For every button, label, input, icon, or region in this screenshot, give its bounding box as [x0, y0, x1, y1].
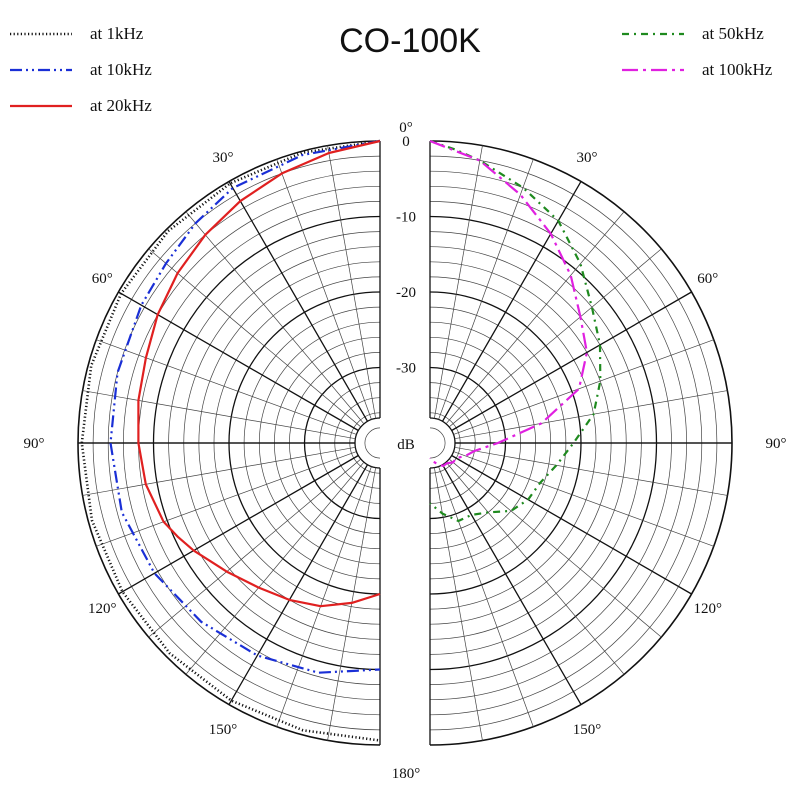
grid-spoke: [453, 339, 714, 435]
grid-spoke: [441, 464, 582, 705]
angle-tick-left: 120°: [88, 601, 117, 617]
legend-left-2-label: at 20kHz: [90, 96, 152, 115]
grid-spoke: [448, 458, 662, 638]
grid-spoke: [96, 451, 357, 547]
angle-tick-left: 30°: [213, 150, 234, 166]
grid-spoke: [148, 458, 362, 638]
grid-ring: [429, 427, 446, 459]
grid-spoke: [118, 454, 359, 595]
grid-spoke: [185, 211, 365, 425]
legend: at 1kHz at 10kHz at 20kHz at 50kHz at 100kHz: [10, 24, 773, 115]
grid-spoke: [148, 248, 362, 428]
legend-left-0-label: at 1kHz: [90, 24, 144, 43]
legend-right-1-label: at 100kHz: [702, 60, 773, 79]
grid-spoke: [82, 390, 356, 440]
angle-tick-right: 120°: [694, 601, 723, 617]
grid-spoke: [448, 248, 662, 428]
radial-tick: -30: [396, 361, 416, 377]
series-line-0: [80, 139, 381, 742]
angle-tick-0: 0°: [399, 120, 413, 136]
radial-tick: -10: [396, 210, 416, 226]
grid-spoke: [327, 145, 377, 419]
grid-spoke: [438, 159, 534, 420]
grid-spoke: [82, 446, 356, 496]
grid-spoke: [228, 181, 369, 422]
series-line-2: [137, 139, 381, 608]
angle-tick-left: 150°: [209, 722, 238, 738]
grid-spoke: [454, 390, 728, 440]
angle-tick-left: 90°: [24, 436, 45, 452]
radial-tick: 0: [402, 134, 410, 150]
left-polar-grid: [77, 140, 381, 746]
inner-ring: [429, 417, 456, 469]
chart-title: CO-100K: [339, 22, 481, 60]
legend-left-1-label: at 10kHz: [90, 60, 152, 79]
tick-labels: 0° 180° 30° 30° 60° 60° 90° 90° 120° 120° 150° 150°…: [24, 120, 787, 782]
legend-right-0-label: at 50kHz: [702, 24, 764, 43]
inner-ring: [354, 417, 381, 469]
angle-tick-right: 90°: [766, 436, 787, 452]
grid-spoke: [228, 464, 369, 705]
grid-spoke: [453, 451, 714, 547]
series-line-1: [109, 139, 381, 674]
grid-spoke: [276, 159, 372, 420]
grid-spoke: [451, 454, 692, 595]
series-layer: [80, 139, 602, 742]
angle-tick-right: 60°: [697, 271, 718, 287]
angle-tick-right: 150°: [573, 722, 602, 738]
series-line-3: [429, 139, 602, 523]
radial-tick: -20: [396, 285, 416, 301]
angle-tick-left: 60°: [92, 271, 113, 287]
series-line-4: [429, 139, 588, 467]
grid-spoke: [185, 461, 365, 675]
grid-spoke: [438, 466, 534, 727]
right-polar-grid: [429, 140, 733, 746]
grid-spoke: [454, 446, 728, 496]
grid-spoke: [445, 211, 625, 425]
grid-spoke: [445, 461, 625, 675]
radial-unit: dB: [397, 437, 415, 453]
grid-spoke: [96, 339, 357, 435]
angle-tick-right: 30°: [577, 150, 598, 166]
grid-ring: [364, 427, 381, 459]
angle-tick-180: 180°: [392, 766, 421, 782]
grid-spoke: [451, 291, 692, 432]
grid-spoke: [433, 145, 483, 419]
grid-spoke: [276, 466, 372, 727]
